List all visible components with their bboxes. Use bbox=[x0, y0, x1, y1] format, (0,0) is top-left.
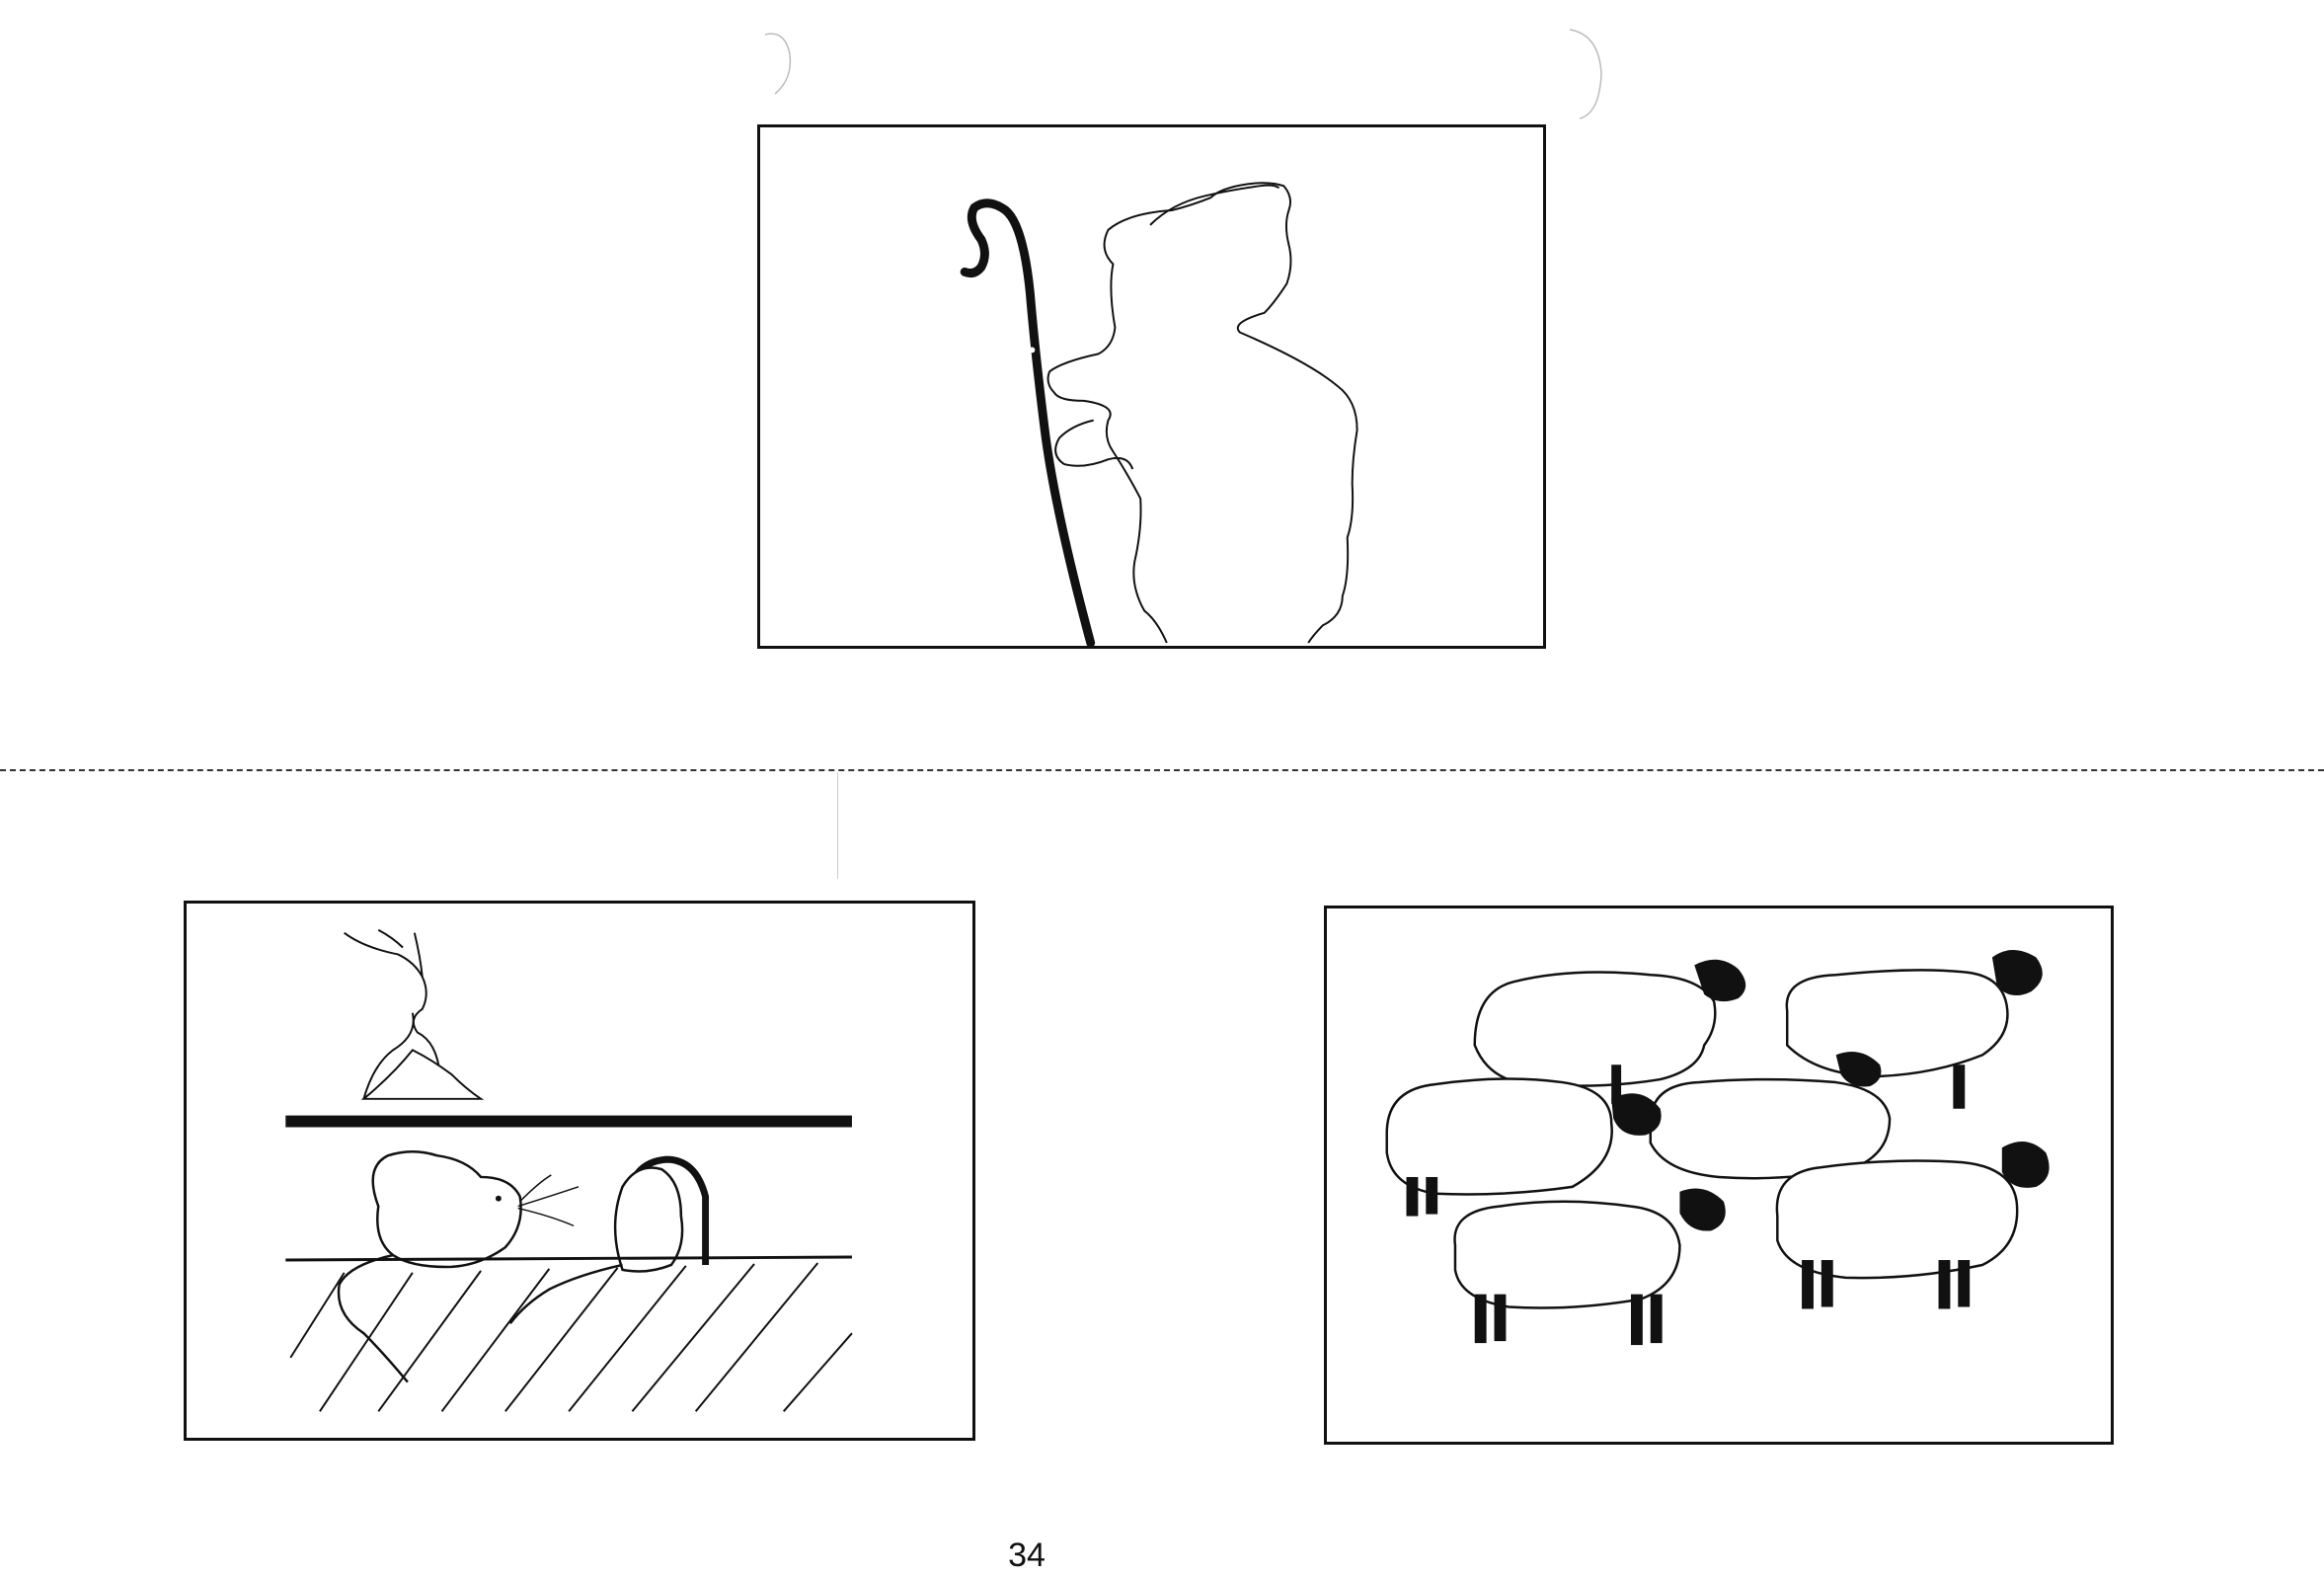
staff-highlight bbox=[1029, 347, 1036, 354]
rat-left-whiskers bbox=[517, 1174, 580, 1227]
sheep-middle bbox=[1649, 1052, 1892, 1180]
floor-edge bbox=[285, 1255, 852, 1262]
shepherd-hat-outline bbox=[1149, 184, 1280, 226]
rats-card bbox=[184, 901, 975, 1441]
wall-crack bbox=[344, 928, 441, 1100]
rat-right-tail bbox=[508, 1263, 623, 1325]
crook-staff bbox=[960, 198, 1096, 646]
scan-mark-right bbox=[1569, 29, 1602, 119]
floor-boards bbox=[289, 1262, 853, 1412]
sheep-front-left bbox=[1453, 1188, 1726, 1346]
crack-shadow bbox=[360, 1049, 485, 1100]
shepherd-illustration bbox=[960, 182, 1358, 646]
shepherd-card bbox=[757, 124, 1546, 649]
shepherd-outline bbox=[1046, 182, 1358, 644]
sheep-front-left-top bbox=[1385, 1077, 1662, 1217]
faint-guide-line bbox=[837, 772, 838, 879]
rat-left-eye bbox=[495, 1195, 502, 1202]
sheep-card bbox=[1324, 906, 2114, 1445]
shepherd-hand-outline bbox=[1054, 419, 1134, 470]
scan-mark-left bbox=[745, 25, 805, 114]
wall-beam bbox=[285, 1115, 852, 1128]
page-number: 34 bbox=[1008, 1537, 1046, 1574]
sheep-illustration bbox=[1385, 950, 2050, 1346]
sheep-front-right bbox=[1775, 1141, 2050, 1309]
rat-right-body bbox=[613, 1166, 684, 1273]
rat-left-body bbox=[371, 1149, 522, 1269]
rats-illustration bbox=[285, 928, 853, 1412]
rat-left-tail bbox=[337, 1253, 409, 1383]
dashed-cut-line bbox=[0, 769, 2324, 771]
